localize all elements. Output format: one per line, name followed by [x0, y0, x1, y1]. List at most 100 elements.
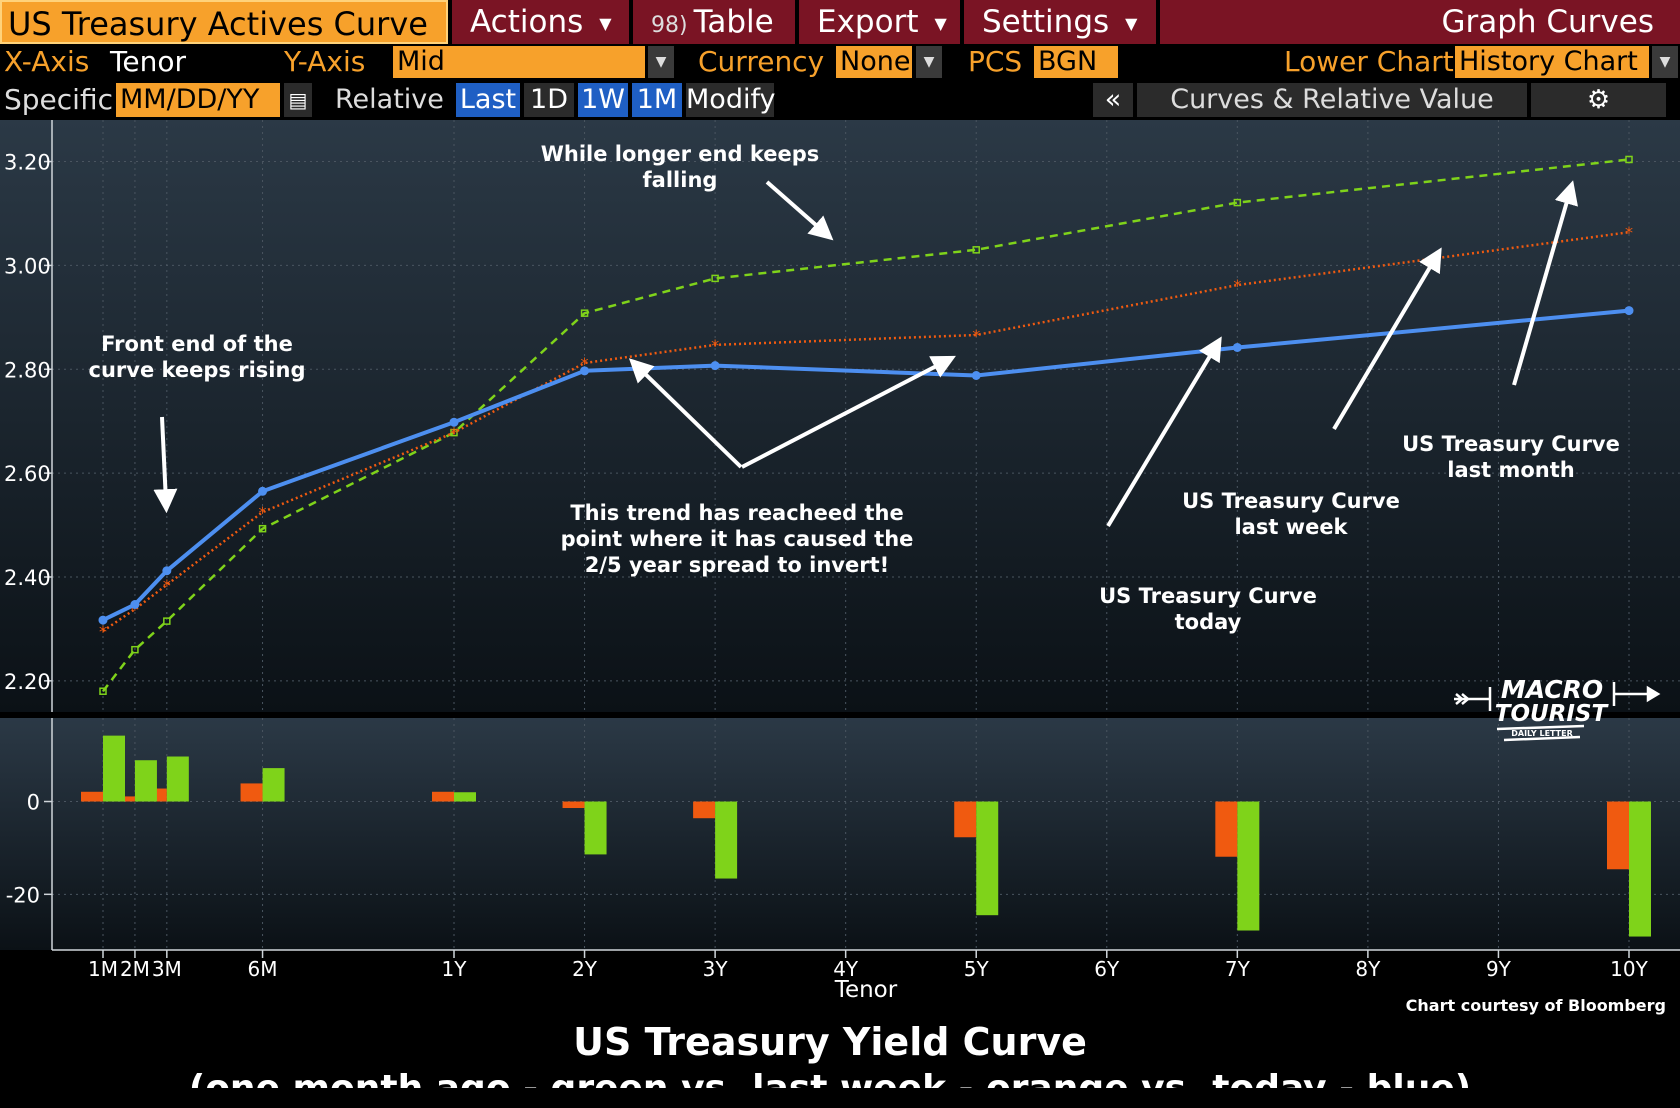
parameter-bar: X-Axis Tenor Y-Axis Mid ▼ Currency None … [0, 44, 1680, 80]
table-button[interactable]: 98) Table [633, 0, 795, 44]
arrow-down-icon [153, 416, 178, 514]
logo-underline [1503, 735, 1581, 742]
caret-down-icon: ▼ [599, 13, 612, 33]
lower-chart-label: Lower Chart [1284, 45, 1454, 78]
yield-curve-chart: * * * * * * * * * * 2.20 2.40 2.60 2.80 3.00 3.20 0 -20 1… [0, 120, 1680, 1108]
x-tick-label: 3Y [703, 957, 729, 981]
point-last-month [972, 246, 980, 254]
annotation-line: Front end of the [101, 332, 293, 356]
arrow-icon [1512, 180, 1578, 386]
table-label: Table [693, 4, 774, 40]
bar-change-last-month [715, 801, 738, 879]
range-button-1m[interactable]: 1M [632, 83, 682, 117]
arrow-icon [741, 355, 956, 469]
graph-curves-title: Graph Curves [1160, 0, 1680, 44]
annotation-arrows [153, 180, 1578, 528]
point-last-month [1625, 155, 1633, 164]
bar-change-last-month [262, 768, 285, 802]
chart-area: * * * * * * * * * * 2.20 2.40 2.60 2.80 3.00 3.20 0 -20 1… [0, 120, 1680, 1108]
logo-text-daily-letter: DAILY LETTER [1511, 729, 1573, 738]
x-tick-label: 1M [88, 957, 118, 981]
point-last-month [131, 645, 139, 654]
range-button-1w[interactable]: 1W [578, 83, 628, 117]
bar-change-last-week [562, 801, 585, 809]
collapse-panel-icon[interactable]: « [1093, 83, 1133, 117]
x-tick-label: 10Y [1610, 957, 1648, 981]
chevron-down-icon[interactable]: ▼ [648, 46, 674, 78]
calendar-icon[interactable]: ▤ [284, 83, 312, 117]
y-tick-label: 2.60 [4, 462, 51, 486]
range-button-1d[interactable]: 1D [524, 83, 574, 117]
annotation-line: 2/5 year spread to invert! [585, 553, 889, 577]
currency-dropdown[interactable]: None [836, 46, 912, 78]
bar-change-last-week [1607, 801, 1629, 870]
point-today [98, 615, 108, 625]
annotation-last-week: US Treasury Curve last week [1182, 489, 1400, 539]
bar-change-last-month [166, 756, 189, 802]
x-tick-label: 2M [120, 957, 150, 981]
point-today [971, 370, 981, 380]
point-last-month [580, 309, 589, 317]
curve-title-field[interactable]: US Treasury Actives Curve [0, 0, 448, 44]
yaxis-label: Y-Axis [284, 45, 366, 78]
bar-change-last-month [1237, 801, 1260, 931]
point-last-month [1233, 198, 1242, 207]
chart-title: US Treasury Yield Curve [573, 1020, 1087, 1064]
point-last-week: * [581, 354, 589, 373]
point-today [710, 361, 720, 371]
bar-change-last-month [103, 735, 125, 802]
caret-down-icon: ▼ [934, 13, 947, 33]
point-last-month [711, 274, 719, 283]
chevron-down-icon[interactable]: ▼ [1652, 46, 1678, 78]
x-axis-title: Tenor [834, 977, 898, 1003]
actions-label: Actions [470, 4, 584, 40]
chevron-down-icon[interactable]: ▼ [916, 46, 942, 78]
yaxis-dropdown[interactable]: Mid [393, 46, 645, 78]
date-bar: Specific MM/DD/YY ▤ Relative Last 1D 1W … [0, 80, 1680, 120]
export-label: Export [817, 4, 919, 40]
graph-curves-label: Graph Curves [1441, 4, 1654, 40]
date-input[interactable]: MM/DD/YY [116, 83, 280, 117]
lower-chart-dropdown[interactable]: History Chart [1455, 46, 1649, 78]
range-button-last[interactable]: Last [456, 83, 520, 117]
xaxis-value: Tenor [110, 45, 186, 78]
x-tick-label: 5Y [964, 957, 990, 981]
point-today [162, 566, 172, 576]
modify-button[interactable]: Modify [686, 83, 776, 117]
specific-label: Specific [4, 83, 113, 116]
annotation-today: US Treasury Curve today [1099, 584, 1317, 634]
panel-divider [0, 712, 1680, 718]
annotation-last-month: US Treasury Curve last month [1402, 432, 1620, 482]
settings-menu[interactable]: Settings ▼ [964, 0, 1156, 44]
annotation-line: US Treasury Curve [1099, 584, 1317, 608]
x-tick-label: 1Y [442, 957, 468, 981]
point-last-month [163, 617, 171, 625]
point-last-week: * [1625, 223, 1633, 242]
bar-change-last-month [1629, 801, 1651, 937]
point-last-week: * [131, 600, 139, 619]
series-line-today [102, 308, 1630, 622]
actions-menu[interactable]: Actions ▼ [452, 0, 629, 44]
point-last-month [258, 524, 267, 533]
currency-label: Currency [698, 45, 825, 78]
y-tick-label: 3.20 [4, 151, 51, 175]
gear-icon[interactable]: ⚙ [1531, 83, 1666, 117]
arrow-icon [1332, 247, 1442, 431]
relative-label: Relative [335, 84, 444, 115]
point-today [1624, 306, 1634, 316]
lower-plot-background [0, 718, 1680, 950]
annotation-long-end: While longer end keeps falling [541, 142, 820, 192]
export-menu[interactable]: Export ▼ [799, 0, 960, 44]
pcs-input[interactable]: BGN [1034, 46, 1118, 78]
point-today [258, 486, 268, 496]
annotation-line: point where it has caused the [561, 527, 914, 551]
annotation-inversion: This trend has reacheed the point where … [561, 501, 914, 577]
chart-credit: Chart courtesy of Bloomberg [1406, 996, 1666, 1015]
x-tick-label: 7Y [1225, 957, 1251, 981]
annotation-line: curve keeps rising [89, 358, 306, 382]
arrow-icon [765, 180, 834, 241]
point-last-month [99, 687, 107, 695]
table-shortcut-number: 98) [651, 13, 688, 38]
x-tick-label: 8Y [1355, 957, 1381, 981]
x-tick-label: 4Y [833, 957, 859, 981]
